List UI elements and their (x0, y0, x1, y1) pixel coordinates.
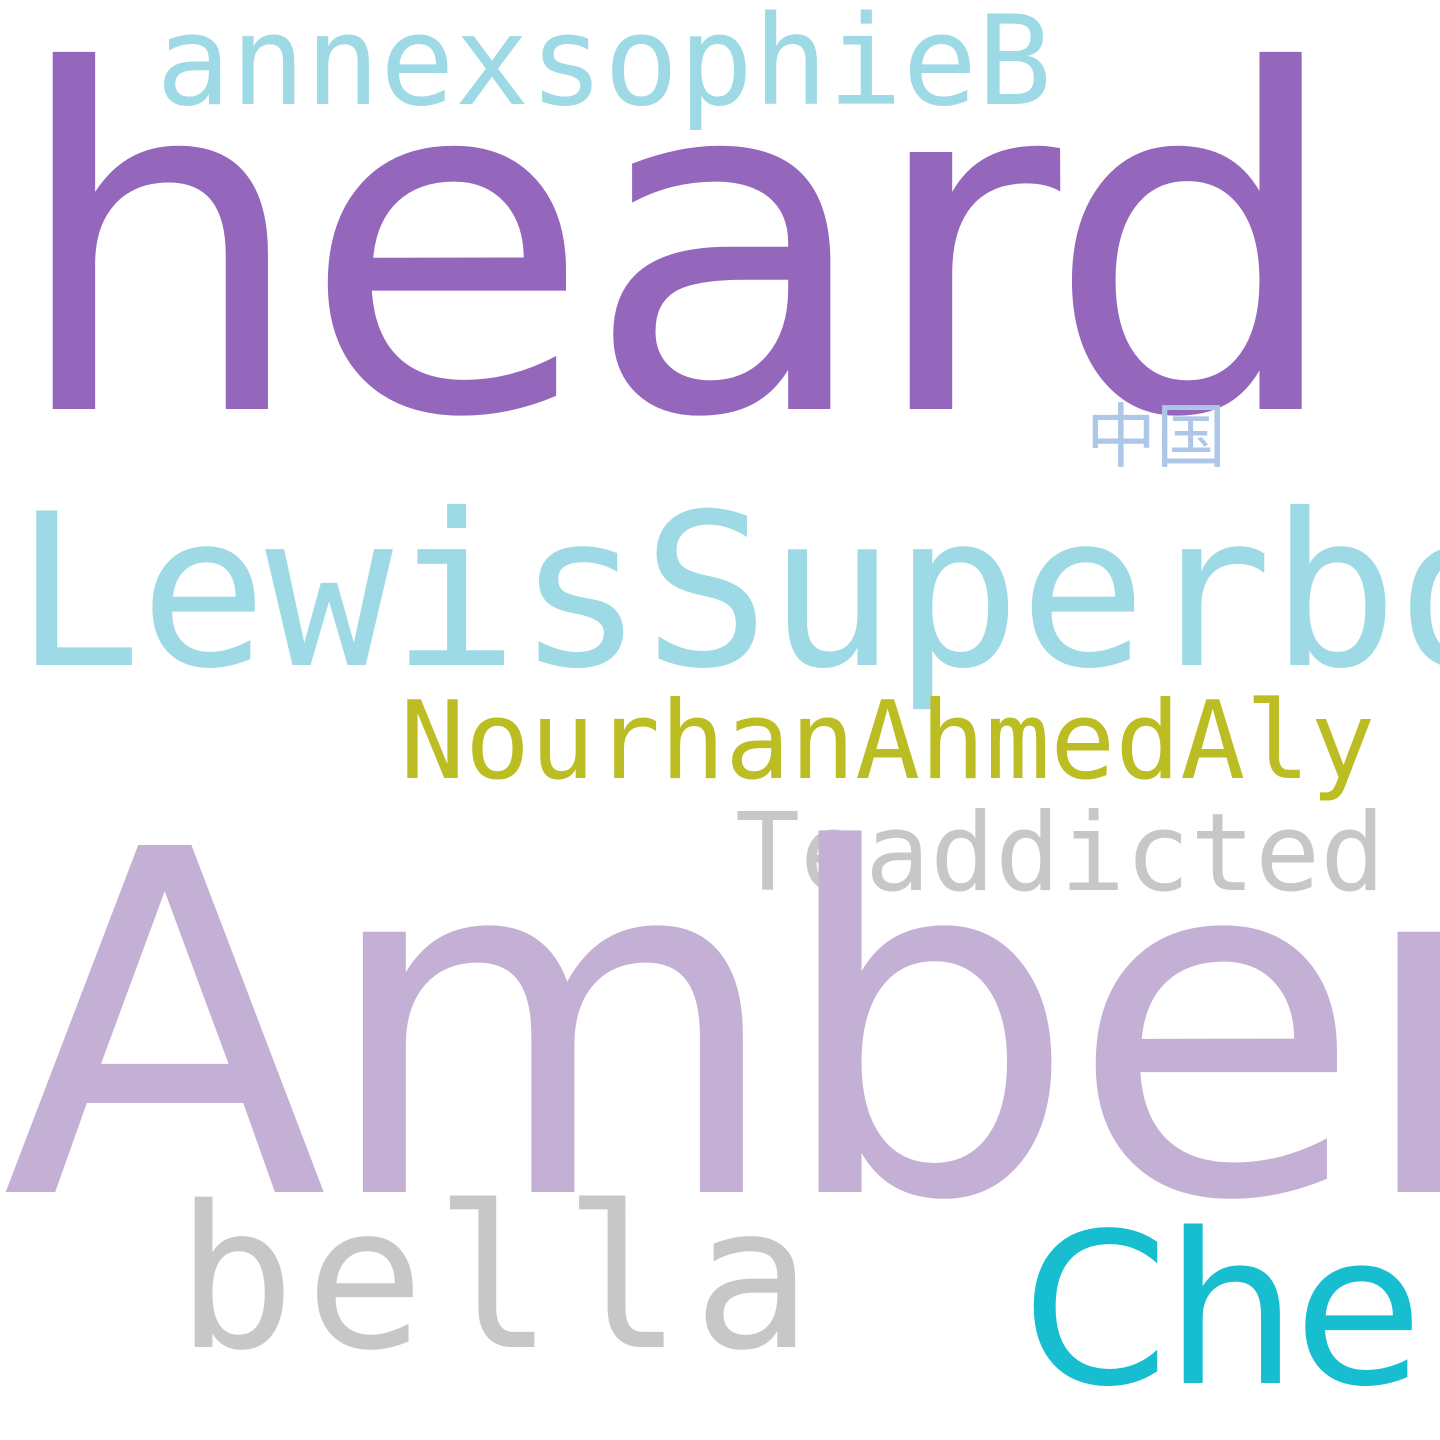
word-heard: heard (10, 0, 1344, 520)
word-bella: bella (176, 1163, 823, 1394)
word-nourhanahmedaly: NourhanAhmedAly (400, 679, 1376, 804)
word-che: Che (1022, 1188, 1423, 1433)
word-teaddicted: Teaddicted (735, 791, 1386, 916)
word-zhongguo: 中国 (1086, 396, 1226, 478)
word-annexsophieb: annexsophieB (156, 0, 1052, 134)
word-amber: Amber (2, 751, 1440, 1305)
word-lewissuperboy: LewisSuperboy (14, 468, 1440, 715)
